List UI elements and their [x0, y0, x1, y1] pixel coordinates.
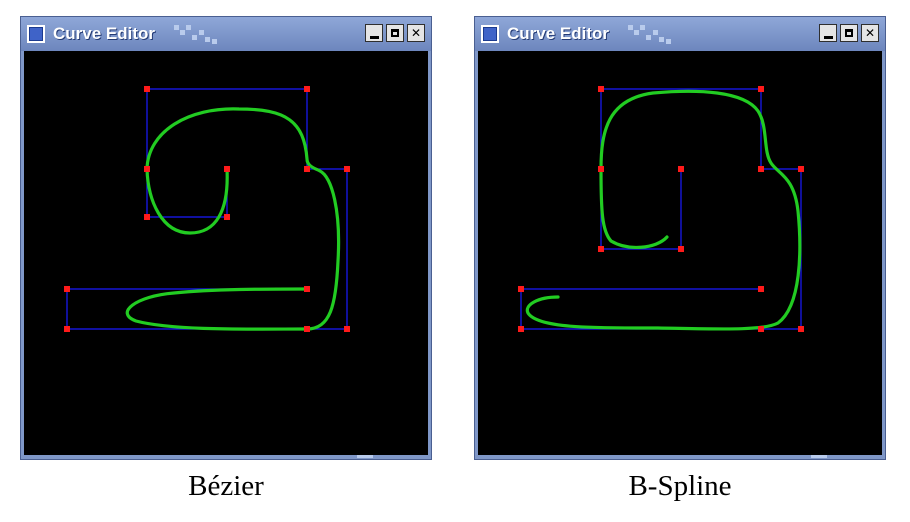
- control-point[interactable]: [64, 326, 70, 332]
- control-point[interactable]: [758, 326, 764, 332]
- caption-bezier: Bézier: [188, 470, 264, 502]
- control-point[interactable]: [144, 166, 150, 172]
- curve-canvas-bspline[interactable]: [478, 51, 882, 455]
- titlebar-decoration: [626, 23, 676, 45]
- bspline-drawing[interactable]: [478, 51, 882, 455]
- control-point[interactable]: [598, 86, 604, 92]
- curve-editor-window-bezier[interactable]: Curve Editor ✕: [20, 16, 432, 460]
- window-app-icon[interactable]: [27, 25, 45, 43]
- resize-grip[interactable]: [811, 455, 827, 458]
- control-point[interactable]: [304, 86, 310, 92]
- close-icon[interactable]: ✕: [407, 24, 425, 42]
- titlebar-decoration: [172, 23, 222, 45]
- control-point[interactable]: [758, 286, 764, 292]
- bspline-curve: [525, 89, 802, 331]
- close-icon[interactable]: ✕: [861, 24, 879, 42]
- window-title: Curve Editor: [507, 24, 610, 43]
- control-point[interactable]: [598, 166, 604, 172]
- control-point[interactable]: [304, 166, 310, 172]
- control-point[interactable]: [798, 166, 804, 172]
- control-point[interactable]: [678, 166, 684, 172]
- window-controls: ✕: [819, 24, 879, 42]
- resize-grip[interactable]: [357, 455, 373, 458]
- control-point[interactable]: [518, 326, 524, 332]
- maximize-icon[interactable]: [386, 24, 404, 42]
- window-app-icon[interactable]: [481, 25, 499, 43]
- control-point[interactable]: [344, 326, 350, 332]
- curve-editor-window-bspline[interactable]: Curve Editor ✕: [474, 16, 886, 460]
- control-point[interactable]: [64, 286, 70, 292]
- control-polygon: [520, 88, 802, 330]
- control-point[interactable]: [758, 86, 764, 92]
- control-polygon: [66, 88, 348, 330]
- window-title: Curve Editor: [53, 24, 156, 43]
- title-bar[interactable]: Curve Editor ✕: [21, 17, 431, 51]
- bezier-curve: [125, 107, 341, 331]
- window-controls: ✕: [365, 24, 425, 42]
- control-point[interactable]: [678, 246, 684, 252]
- control-point[interactable]: [518, 286, 524, 292]
- control-point[interactable]: [144, 86, 150, 92]
- control-point[interactable]: [224, 214, 230, 220]
- control-point[interactable]: [344, 166, 350, 172]
- control-point[interactable]: [304, 286, 310, 292]
- control-point[interactable]: [224, 166, 230, 172]
- control-point[interactable]: [798, 326, 804, 332]
- title-bar[interactable]: Curve Editor ✕: [475, 17, 885, 51]
- maximize-icon[interactable]: [840, 24, 858, 42]
- control-point[interactable]: [758, 166, 764, 172]
- control-point[interactable]: [598, 246, 604, 252]
- curve-canvas-bezier[interactable]: [24, 51, 428, 455]
- control-point[interactable]: [144, 214, 150, 220]
- caption-bspline: B-Spline: [628, 470, 732, 502]
- control-point[interactable]: [304, 326, 310, 332]
- bezier-drawing[interactable]: [24, 51, 428, 455]
- minimize-icon[interactable]: [365, 24, 383, 42]
- minimize-icon[interactable]: [819, 24, 837, 42]
